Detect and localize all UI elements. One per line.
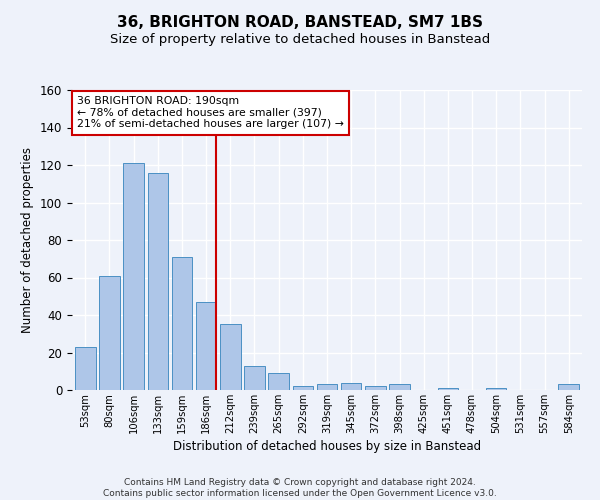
Text: Contains HM Land Registry data © Crown copyright and database right 2024.
Contai: Contains HM Land Registry data © Crown c… — [103, 478, 497, 498]
Bar — [365, 386, 386, 390]
Bar — [293, 386, 313, 390]
Bar — [268, 373, 289, 390]
Bar — [317, 384, 337, 390]
Text: 36 BRIGHTON ROAD: 190sqm
← 78% of detached houses are smaller (397)
21% of semi-: 36 BRIGHTON ROAD: 190sqm ← 78% of detach… — [77, 96, 344, 129]
Y-axis label: Number of detached properties: Number of detached properties — [22, 147, 34, 333]
X-axis label: Distribution of detached houses by size in Banstead: Distribution of detached houses by size … — [173, 440, 481, 453]
Bar — [341, 382, 361, 390]
Text: Size of property relative to detached houses in Banstead: Size of property relative to detached ho… — [110, 34, 490, 46]
Bar — [486, 388, 506, 390]
Text: 36, BRIGHTON ROAD, BANSTEAD, SM7 1BS: 36, BRIGHTON ROAD, BANSTEAD, SM7 1BS — [117, 15, 483, 30]
Bar — [124, 163, 144, 390]
Bar — [172, 257, 192, 390]
Bar — [220, 324, 241, 390]
Bar — [559, 384, 579, 390]
Bar — [75, 347, 95, 390]
Bar — [244, 366, 265, 390]
Bar — [99, 276, 120, 390]
Bar — [437, 388, 458, 390]
Bar — [196, 302, 217, 390]
Bar — [389, 384, 410, 390]
Bar — [148, 172, 168, 390]
